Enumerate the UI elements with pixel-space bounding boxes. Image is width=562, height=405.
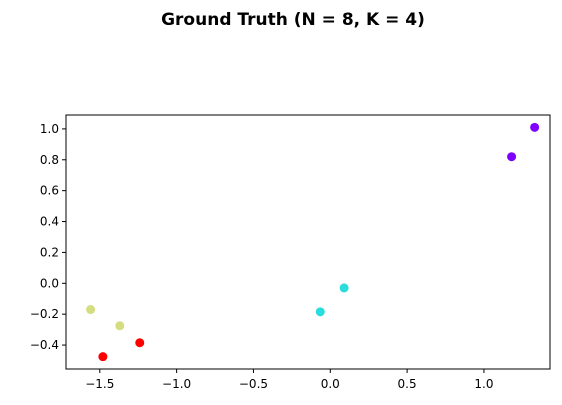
chart-title: Ground Truth (N = 8, K = 4) (161, 10, 425, 30)
scatter-point-cluster-1 (315, 307, 325, 317)
y-tick-label: 0.4 (40, 215, 59, 229)
scatter-point-cluster-0 (507, 152, 517, 162)
y-tick-label: 0.8 (40, 153, 59, 167)
scatter-point-cluster-3 (98, 352, 108, 362)
y-tick-label: −0.4 (30, 338, 59, 352)
axis-ticks: −1.5 −1.0 −0.5 0.0 0.5 1.0 −0.4 −0.2 0.0 0.2 0.4 0.… (30, 122, 494, 391)
y-tick-label: 1.0 (40, 122, 59, 136)
x-tick-label: −1.0 (162, 377, 191, 391)
scatter-point-cluster-2 (115, 321, 125, 331)
x-tick-label: 1.0 (474, 377, 493, 391)
x-tick-label: 0.5 (398, 377, 417, 391)
scatter-point-cluster-3 (135, 338, 145, 348)
scatter-point-cluster-2 (86, 305, 96, 315)
scatter-points (86, 122, 540, 362)
plot-frame (65, 114, 551, 370)
x-tick-label: −1.5 (85, 377, 114, 391)
scatter-point-cluster-0 (530, 122, 540, 132)
scatter-point-cluster-1 (339, 283, 349, 293)
x-tick-label: 0.0 (321, 377, 340, 391)
y-tick-label: −0.2 (30, 307, 59, 321)
x-tick-label: −0.5 (239, 377, 268, 391)
y-tick-label: 0.0 (40, 276, 59, 290)
y-tick-label: 0.6 (40, 184, 59, 198)
y-tick-label: 0.2 (40, 245, 59, 259)
